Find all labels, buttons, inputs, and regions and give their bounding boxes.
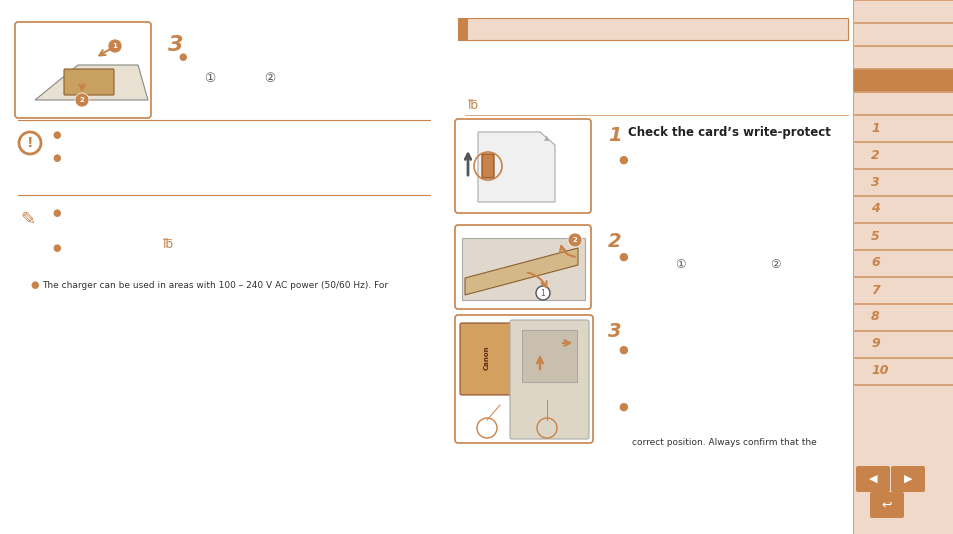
FancyBboxPatch shape (510, 320, 588, 439)
Text: 3: 3 (870, 176, 879, 189)
Bar (852, 358, 953, 384)
Text: 1: 1 (870, 122, 879, 135)
Bar (852, 196, 953, 222)
Circle shape (536, 286, 550, 300)
FancyBboxPatch shape (64, 69, 113, 95)
FancyBboxPatch shape (455, 225, 590, 309)
FancyBboxPatch shape (15, 22, 151, 118)
Text: 2: 2 (870, 148, 879, 161)
Text: 3: 3 (607, 322, 621, 341)
Text: ●: ● (178, 52, 186, 62)
FancyBboxPatch shape (855, 466, 889, 492)
Bar (852, 385, 953, 534)
Circle shape (567, 233, 581, 247)
Polygon shape (461, 238, 584, 300)
Text: 1: 1 (112, 43, 117, 49)
Text: ②: ② (264, 72, 275, 84)
Bar (852, 304, 953, 330)
Text: ℔: ℔ (163, 239, 172, 252)
Polygon shape (464, 248, 578, 295)
Text: 4: 4 (870, 202, 879, 216)
FancyBboxPatch shape (455, 315, 593, 443)
Text: 1: 1 (540, 288, 545, 297)
Text: correct position. Always confirm that the: correct position. Always confirm that th… (631, 438, 816, 447)
Text: ●: ● (618, 345, 627, 355)
FancyBboxPatch shape (869, 492, 903, 518)
Bar (852, 23, 953, 45)
Bar (457, 18, 847, 40)
Polygon shape (477, 132, 555, 202)
FancyBboxPatch shape (455, 119, 590, 213)
Text: 9: 9 (870, 337, 879, 350)
Text: ℔: ℔ (468, 98, 477, 112)
FancyBboxPatch shape (890, 466, 924, 492)
Bar (852, 277, 953, 303)
Polygon shape (35, 65, 148, 100)
Bar (852, 223, 953, 249)
Text: ●: ● (30, 280, 38, 290)
Bar (852, 0, 953, 22)
Text: 2: 2 (607, 232, 621, 251)
Text: 7: 7 (870, 284, 879, 296)
Text: ②: ② (769, 258, 780, 271)
Text: ①: ① (674, 258, 684, 271)
Circle shape (75, 93, 89, 107)
Bar (521, 330, 577, 382)
Circle shape (19, 132, 41, 154)
Text: Check the card’s write-protect: Check the card’s write-protect (627, 126, 830, 139)
Text: 2: 2 (572, 237, 577, 243)
Text: 8: 8 (870, 310, 879, 324)
Bar (852, 331, 953, 357)
Text: ●: ● (618, 252, 627, 262)
Text: ✎: ✎ (20, 211, 35, 229)
Bar (852, 115, 953, 141)
Text: The charger can be used in areas with 100 – 240 V AC power (50/60 Hz). For: The charger can be used in areas with 10… (42, 280, 388, 289)
Text: ↩: ↩ (881, 499, 891, 512)
Text: ●: ● (52, 130, 60, 140)
Text: ●: ● (52, 153, 60, 163)
Circle shape (108, 39, 122, 53)
Bar (852, 46, 953, 68)
Text: ●: ● (52, 208, 60, 218)
Bar (852, 142, 953, 168)
FancyBboxPatch shape (481, 154, 494, 178)
Text: ●: ● (52, 243, 60, 253)
Bar (852, 169, 953, 195)
Text: ●: ● (618, 402, 627, 412)
Text: ▶: ▶ (902, 474, 911, 484)
Text: 3: 3 (168, 35, 183, 55)
Text: 5: 5 (870, 230, 879, 242)
Text: Canon: Canon (483, 345, 490, 370)
Text: 6: 6 (870, 256, 879, 270)
Text: !: ! (27, 136, 33, 150)
Text: ◀: ◀ (868, 474, 877, 484)
Bar (852, 69, 953, 91)
Bar (852, 92, 953, 114)
Text: 10: 10 (870, 365, 887, 378)
Bar (852, 250, 953, 276)
Text: ▲: ▲ (544, 135, 549, 141)
Text: ●: ● (618, 155, 627, 165)
FancyBboxPatch shape (459, 323, 514, 395)
Text: ①: ① (204, 72, 215, 84)
Text: 1: 1 (607, 126, 621, 145)
Text: 2: 2 (79, 97, 84, 103)
Bar (457, 18, 468, 40)
